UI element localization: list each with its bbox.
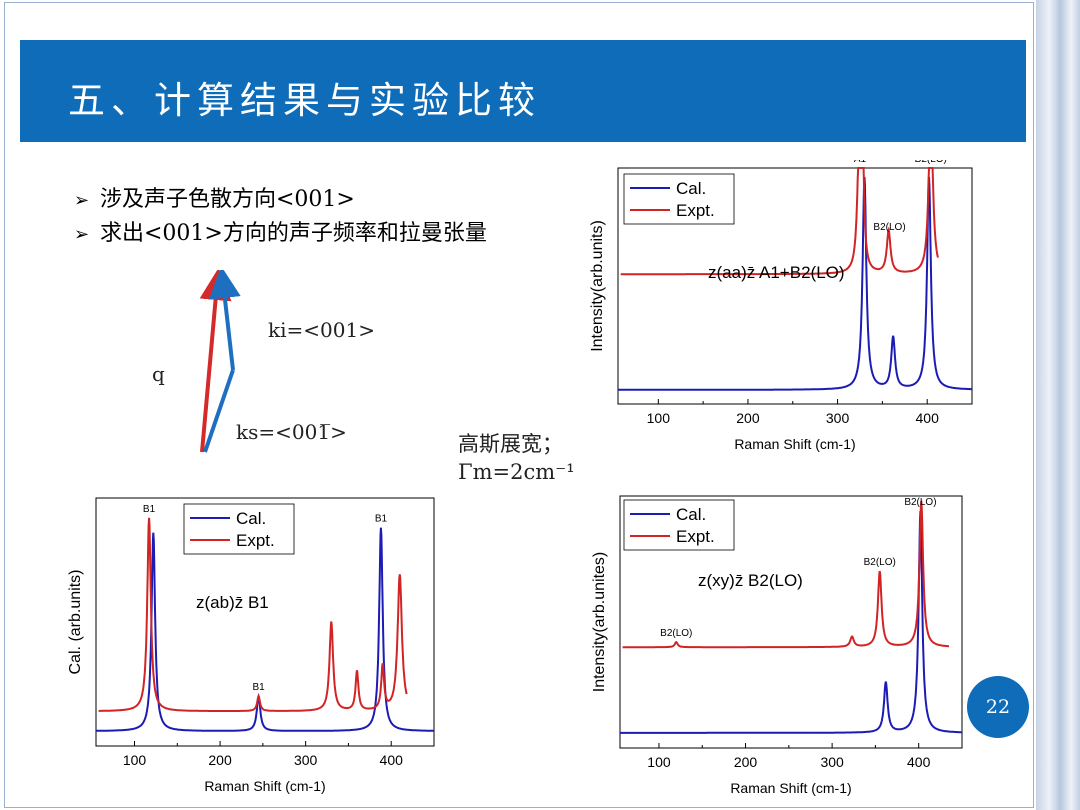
legend-entry: Cal. — [676, 505, 706, 524]
peak-label: B2(LO) — [873, 222, 905, 233]
legend-box — [623, 173, 735, 225]
ks-label: ks=<001̅> — [236, 420, 347, 444]
scattering-geometry-label: z(aa)z̄ A1+B2(LO) — [708, 263, 845, 282]
raman-chart-ab: 100 200 300 400 Raman Shift (cm-1) Cal. (arb.… — [67, 497, 435, 794]
x-tick-label: 400 — [907, 754, 931, 770]
bullet-text: 求出<001>方向的声子频率和拉曼张量 — [100, 221, 487, 246]
legend-entry: Expt. — [236, 531, 275, 550]
y-axis-label: Intensity(arb.units) — [589, 220, 606, 352]
peak-label: B2(LO) — [864, 557, 896, 568]
y-axis-label: Cal. (arb.units) — [67, 570, 84, 675]
x-tick-label: 100 — [647, 754, 671, 770]
legend-box — [623, 499, 735, 551]
slide-frame — [4, 2, 1034, 808]
raman-chart-xy: 100 200 300 400 Raman Shift (cm-1) Intensity(… — [591, 495, 963, 796]
x-tick-label: 300 — [826, 410, 850, 426]
scattering-geometry-label: z(ab)z̄ B1 — [196, 593, 269, 612]
q-label: q — [152, 362, 165, 386]
x-tick-label: 300 — [294, 752, 318, 768]
page-number-badge: 22 — [967, 676, 1029, 738]
series-line-cal — [96, 527, 434, 732]
peak-label: A1 — [854, 160, 867, 165]
legend-entry: Cal. — [236, 509, 266, 528]
title-bar — [20, 40, 1026, 142]
legend-entry: Cal. — [676, 179, 706, 198]
arrow-bullet-icon: ➢ — [74, 190, 90, 211]
legend-box — [183, 503, 295, 555]
ks-vector-line — [203, 369, 235, 453]
x-tick-label: 400 — [380, 752, 404, 768]
peak-label: B1 — [375, 514, 388, 525]
peak-label: B2(LO) — [660, 628, 692, 639]
x-tick-label: 200 — [736, 410, 760, 426]
decorative-side-strip — [1036, 0, 1080, 810]
x-axis-label: Raman Shift (cm-1) — [730, 780, 851, 796]
arrow-bullet-icon: ➢ — [74, 224, 90, 245]
wave-vector-diagram — [199, 270, 241, 453]
broadening-note: 高斯展宽； — [458, 432, 563, 456]
legend-entry: Expt. — [676, 527, 715, 546]
plot-frame — [619, 495, 963, 749]
bullet-text: 涉及声子色散方向<001> — [100, 187, 355, 212]
x-tick-label: 200 — [208, 752, 232, 768]
series-line-expt — [98, 517, 408, 712]
legend-entry: Expt. — [676, 201, 715, 220]
x-tick-label: 200 — [734, 754, 758, 770]
peak-label: B2(LO) — [904, 497, 936, 508]
series-line-expt — [620, 167, 939, 276]
y-axis-label: Intensity(arb.unites) — [591, 552, 608, 693]
x-tick-label: 400 — [916, 410, 940, 426]
x-tick-label: 300 — [820, 754, 844, 770]
slide-title: 五、计算结果与实验比较 — [68, 79, 541, 122]
ki-vector-arrow — [208, 270, 241, 371]
peak-label: B1 — [143, 504, 156, 515]
plot-frame — [95, 497, 435, 747]
peak-label: B1 — [252, 682, 265, 693]
plot-frame — [617, 167, 973, 405]
raman-chart-aa: 100 200 300 400 Raman Shift (cm-1) Intensity(… — [589, 160, 973, 452]
series-line-cal — [620, 510, 962, 734]
scattering-geometry-label: z(xy)z̄ B2(LO) — [698, 571, 803, 590]
x-axis-label: Raman Shift (cm-1) — [734, 436, 855, 452]
bullet-item: ➢ 涉及声子色散方向<001> — [74, 181, 355, 213]
x-axis-label: Raman Shift (cm-1) — [204, 778, 325, 794]
series-line-expt — [622, 500, 949, 649]
x-tick-label: 100 — [123, 752, 147, 768]
series-line-cal — [618, 176, 972, 391]
peak-label: B2(LO) — [915, 160, 947, 165]
x-tick-label: 100 — [647, 410, 671, 426]
gamma-note: Γm=2cm⁻¹ — [458, 460, 575, 484]
ki-label: ki=<001> — [268, 318, 375, 342]
bullet-item: ➢ 求出<001>方向的声子频率和拉曼张量 — [74, 215, 487, 247]
q-vector-arrow — [199, 270, 232, 453]
